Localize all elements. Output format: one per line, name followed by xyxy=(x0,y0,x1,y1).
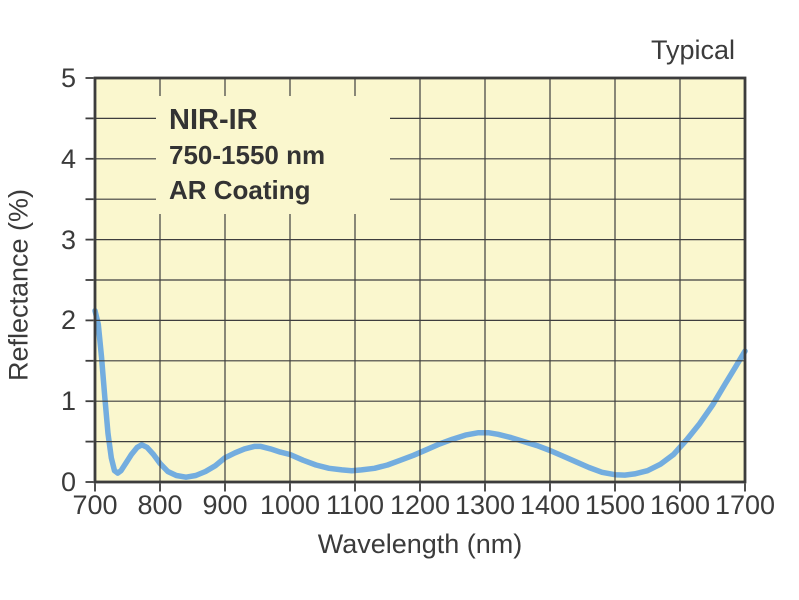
x-tick-label: 1200 xyxy=(389,490,451,520)
x-tick-label: 900 xyxy=(202,490,248,520)
y-axis-title: Reflectance (%) xyxy=(3,188,34,382)
x-tick-label: 1400 xyxy=(519,490,581,520)
x-tick-label: 1100 xyxy=(325,490,385,520)
x-tick-label: 1700 xyxy=(714,490,776,520)
y-tick-label: 3 xyxy=(60,224,76,255)
y-tick-label: 2 xyxy=(60,305,76,336)
typical-label: Typical xyxy=(650,35,735,65)
x-tick-label: 1600 xyxy=(649,490,711,520)
y-tick-label: 0 xyxy=(60,467,76,497)
annotation-line-range: 750-1550 nm xyxy=(169,140,326,170)
y-tick-label: 4 xyxy=(60,143,76,174)
x-tick-label: 1500 xyxy=(584,490,646,520)
x-tick-label: 700 xyxy=(72,490,118,520)
y-tick-label: 5 xyxy=(60,63,76,93)
x-tick-label: 1300 xyxy=(454,490,516,520)
x-axis-title: Wavelength (nm) xyxy=(317,529,523,559)
x-tick-label: 800 xyxy=(137,490,183,520)
coating-annotation: NIR-IR 750-1550 nm AR Coating xyxy=(156,96,390,214)
annotation-line-type: AR Coating xyxy=(169,175,311,205)
y-tick-label: 1 xyxy=(60,386,76,417)
plot-border xyxy=(93,76,747,484)
annotation-line-product: NIR-IR xyxy=(169,104,258,136)
x-tick-label: 1000 xyxy=(259,490,321,520)
